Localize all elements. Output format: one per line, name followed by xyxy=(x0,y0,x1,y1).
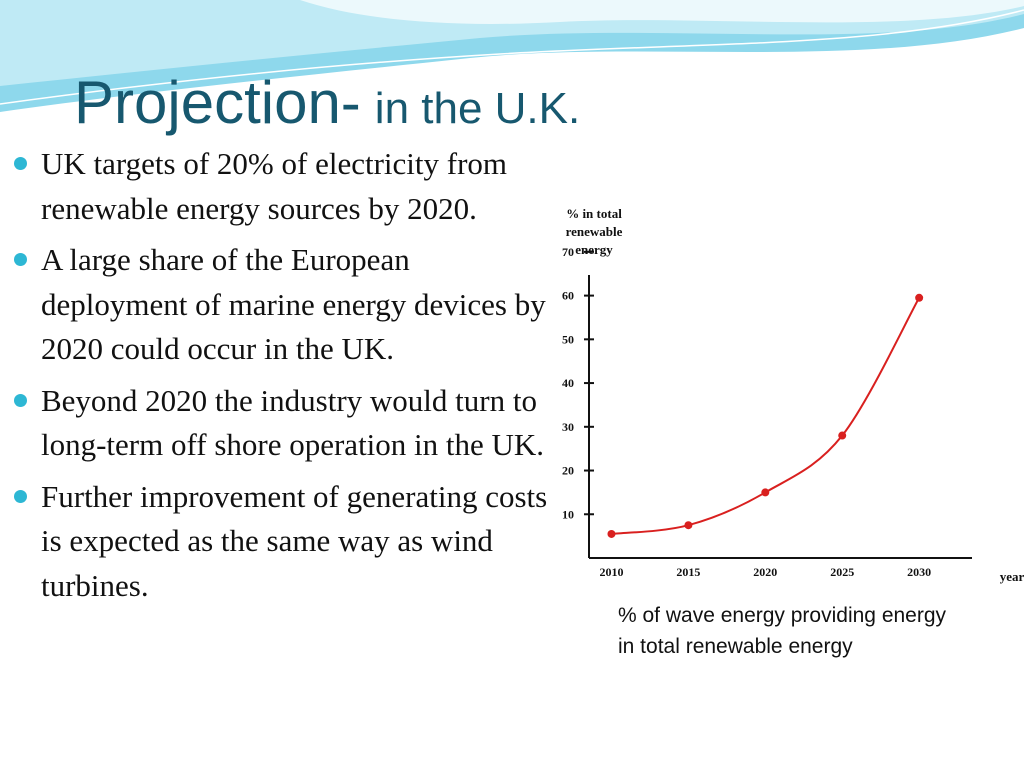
bullet-text: Beyond 2020 the industry would turn to l… xyxy=(41,382,545,463)
y-tick-label: 10 xyxy=(562,507,574,521)
bullet-list: UK targets of 20% of electricity from re… xyxy=(14,142,559,615)
title-main: Projection- xyxy=(74,69,361,136)
bullet-dot-icon xyxy=(14,489,27,503)
title-sub: in the U.K. xyxy=(374,84,581,133)
x-axis-label: year xyxy=(1000,569,1024,584)
bullet-text: UK targets of 20% of electricity from re… xyxy=(41,146,507,226)
bullet-dot-icon xyxy=(14,157,27,170)
bullet-item: Beyond 2020 the industry would turn to l… xyxy=(14,379,559,468)
bullet-item: Further improvement of generating costs … xyxy=(14,475,559,609)
x-tick-label: 2030 xyxy=(907,565,931,579)
y-tick-label: 60 xyxy=(562,289,574,303)
bullet-item: UK targets of 20% of electricity from re… xyxy=(14,142,559,231)
bullet-dot-icon xyxy=(14,253,27,266)
y-tick-label: 50 xyxy=(562,332,574,346)
x-tick-label: 2020 xyxy=(753,565,777,579)
bullet-text: Further improvement of generating costs … xyxy=(41,478,548,603)
wave-band-white xyxy=(300,0,1024,24)
series-line xyxy=(611,297,921,535)
bullet-text: A large share of the European deployment… xyxy=(41,242,546,366)
y-axis-label-line: renewable xyxy=(566,224,623,239)
wave-banner xyxy=(0,0,1024,112)
y-tick-label: 20 xyxy=(562,464,574,478)
y-tick-label: 70 xyxy=(562,245,574,259)
data-point xyxy=(915,293,924,302)
line-chart: % in totalrenewableenergy102030405060702… xyxy=(562,206,1024,584)
data-point xyxy=(761,488,770,497)
bullet-dot-icon xyxy=(14,393,27,407)
y-tick-label: 40 xyxy=(562,376,574,390)
data-point xyxy=(838,431,847,440)
x-tick-label: 2015 xyxy=(676,565,700,579)
chart-caption: % of wave energy providing energy in tot… xyxy=(618,604,947,658)
x-tick-label: 2010 xyxy=(599,565,623,579)
y-axis-label-line: energy xyxy=(575,242,613,257)
data-point xyxy=(684,521,693,530)
y-axis-label-line: % in total xyxy=(566,206,622,221)
slide-title: Projection-in the U.K. xyxy=(74,68,580,137)
data-point xyxy=(607,529,616,538)
x-tick-label: 2025 xyxy=(830,565,854,579)
wave-line xyxy=(0,9,1024,105)
bullet-item: A large share of the European deployment… xyxy=(14,238,559,372)
y-tick-label: 30 xyxy=(562,420,574,434)
